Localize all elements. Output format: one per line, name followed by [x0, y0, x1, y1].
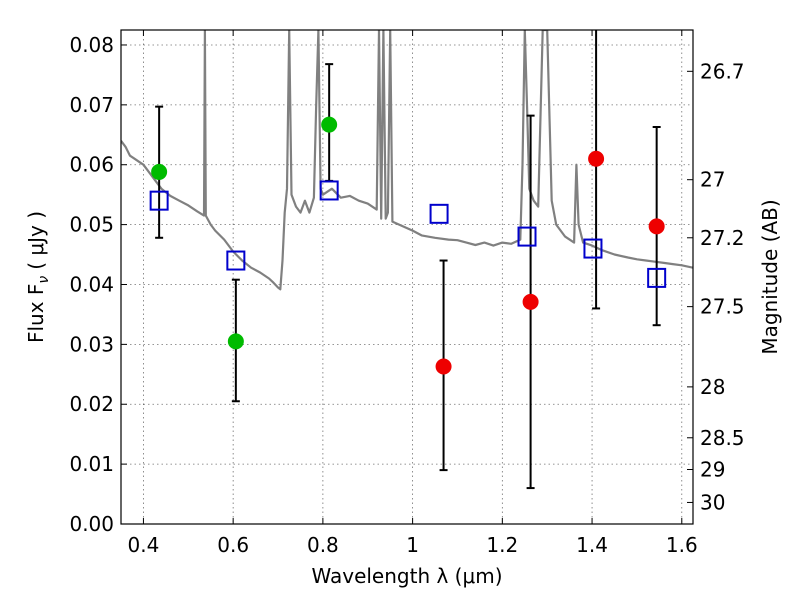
y2-ticks-layer: 26.7 27 27.2 27.5 28 28.5 29 30	[687, 59, 745, 514]
y-tick-label: 0.05	[69, 213, 114, 237]
y-axis-title-main: Flux F	[24, 284, 48, 343]
model-photometry-marker	[517, 226, 537, 247]
x-ticks-layer: 0.4 0.6 0.8 1 1.2 1.4 1.6	[128, 30, 698, 557]
y-tick-label: 0.01	[69, 452, 114, 476]
data-point	[588, 150, 605, 167]
y-tick-label: 0.08	[69, 33, 114, 57]
x-tick-label: 1	[406, 533, 419, 557]
grid-layer	[121, 30, 693, 524]
model-photometry-marker	[319, 180, 339, 201]
x-axis-title: Wavelength λ (μm)	[311, 564, 502, 588]
y-axis-title-subscript: ν	[36, 276, 52, 284]
data-point	[648, 218, 665, 235]
y-tick-label: 0.00	[69, 512, 114, 536]
y2-tick-label: 28.5	[700, 426, 745, 450]
plot-frame	[120, 29, 694, 525]
y-tick-label: 0.06	[69, 153, 114, 177]
y-tick-label: 0.04	[69, 272, 114, 296]
y2-tick-label: 27	[700, 168, 725, 192]
y2-tick-label: 30	[700, 490, 725, 514]
y-tick-label: 0.02	[69, 392, 114, 416]
y2-tick-label: 29	[700, 458, 725, 482]
x-tick-label: 1.6	[666, 533, 698, 557]
model-photometry-marker	[647, 267, 667, 288]
x-tick-label: 0.8	[307, 533, 339, 557]
marker-layer	[149, 116, 667, 375]
y-ticks-layer: 0.00 0.01 0.02 0.03 0.04 0.05 0.06 0.07 0.08	[69, 33, 127, 536]
y-tick-label: 0.03	[69, 332, 114, 356]
y-tick-label: 0.07	[69, 93, 114, 117]
data-point	[321, 116, 338, 133]
x-tick-label: 1.4	[576, 533, 608, 557]
model-spectrum-layer	[121, 30, 693, 291]
x-tick-label: 0.4	[128, 533, 160, 557]
y2-tick-label: 28	[700, 375, 725, 399]
y2-axis-title: Magnitude (AB)	[758, 199, 782, 354]
x-tick-label: 0.6	[217, 533, 249, 557]
model-spectrum-line	[121, 30, 693, 291]
x-tick-label: 1.2	[486, 533, 518, 557]
data-point	[435, 358, 452, 375]
y-axis-title-unit: ( μJy )	[24, 211, 48, 270]
y-axis-title: Flux Fν ( μJy )	[24, 211, 52, 343]
y2-tick-label: 27.5	[700, 295, 745, 319]
errorbar-layer	[155, 30, 661, 490]
svg-text:Flux Fν( μJy ): Flux Fν ( μJy )	[24, 211, 52, 343]
data-point	[227, 333, 244, 350]
model-photometry-marker	[583, 238, 603, 259]
model-photometry-marker	[429, 203, 449, 224]
data-point	[522, 293, 539, 310]
y2-tick-label: 27.2	[700, 226, 745, 250]
data-point	[151, 163, 168, 180]
y2-tick-label: 26.7	[700, 59, 745, 83]
model-photometry-marker	[226, 250, 246, 271]
model-photometry-marker	[149, 190, 169, 211]
